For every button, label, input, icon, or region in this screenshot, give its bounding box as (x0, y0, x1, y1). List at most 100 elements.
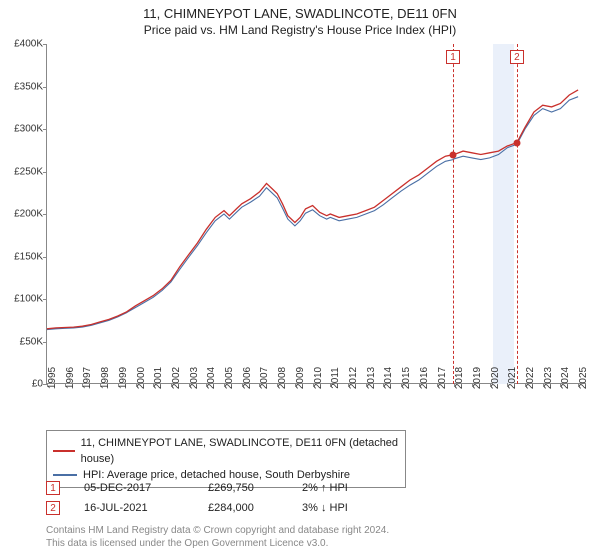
xtick-label: 2009 (295, 367, 306, 389)
xtick-label: 2004 (206, 367, 217, 389)
xtick-mark (525, 383, 526, 387)
marker-dot-2 (513, 139, 520, 146)
xtick-mark (136, 383, 137, 387)
ytick-mark (43, 129, 47, 130)
xtick-label: 2022 (525, 367, 536, 389)
ytick-mark (43, 44, 47, 45)
xtick-mark (82, 383, 83, 387)
xtick-mark (437, 383, 438, 387)
transaction-row-1: 1 05-DEC-2017 £269,750 2% ↑ HPI (46, 478, 382, 498)
xtick-label: 2016 (419, 367, 430, 389)
ytick-mark (43, 342, 47, 343)
xtick-label: 2015 (401, 367, 412, 389)
ytick-label: £350K (3, 81, 43, 92)
xtick-label: 2025 (578, 367, 589, 389)
xtick-mark (578, 383, 579, 387)
xtick-label: 2005 (224, 367, 235, 389)
xtick-label: 2001 (153, 367, 164, 389)
xtick-label: 2010 (313, 367, 324, 389)
xtick-label: 1995 (47, 367, 58, 389)
legend-swatch-subject (53, 450, 75, 452)
ytick-label: £50K (3, 336, 43, 347)
xtick-label: 2020 (490, 367, 501, 389)
marker-vline-1 (453, 44, 454, 384)
xtick-label: 2007 (259, 367, 270, 389)
xtick-mark (242, 383, 243, 387)
xtick-mark (189, 383, 190, 387)
xtick-label: 2018 (454, 367, 465, 389)
chart-title: 11, CHIMNEYPOT LANE, SWADLINCOTE, DE11 0… (0, 0, 600, 21)
transaction-diff-1: 2% ↑ HPI (302, 482, 382, 494)
ytick-label: £100K (3, 294, 43, 305)
xtick-mark (348, 383, 349, 387)
xtick-mark (224, 383, 225, 387)
transaction-marker-1: 1 (46, 481, 60, 495)
xtick-label: 2017 (437, 367, 448, 389)
xtick-mark (401, 383, 402, 387)
xtick-mark (419, 383, 420, 387)
xtick-label: 2024 (560, 367, 571, 389)
xtick-mark (153, 383, 154, 387)
xtick-label: 2008 (277, 367, 288, 389)
xtick-mark (330, 383, 331, 387)
xtick-mark (100, 383, 101, 387)
transaction-diff-2: 3% ↓ HPI (302, 502, 382, 514)
xtick-mark (47, 383, 48, 387)
legend-label-subject: 11, CHIMNEYPOT LANE, SWADLINCOTE, DE11 0… (81, 435, 399, 467)
xtick-label: 2011 (330, 367, 341, 389)
ytick-label: £400K (3, 39, 43, 50)
xtick-mark (366, 383, 367, 387)
xtick-label: 2003 (189, 367, 200, 389)
transactions-table: 1 05-DEC-2017 £269,750 2% ↑ HPI 2 16-JUL… (46, 478, 382, 518)
xtick-label: 2023 (543, 367, 554, 389)
marker-box-1: 1 (446, 50, 460, 64)
xtick-mark (118, 383, 119, 387)
xtick-mark (543, 383, 544, 387)
series-hpi (47, 97, 578, 330)
xtick-mark (65, 383, 66, 387)
transaction-date-1: 05-DEC-2017 (84, 482, 184, 494)
xtick-mark (277, 383, 278, 387)
xtick-mark (454, 383, 455, 387)
xtick-mark (507, 383, 508, 387)
xtick-mark (295, 383, 296, 387)
ytick-label: £300K (3, 124, 43, 135)
xtick-label: 2012 (348, 367, 359, 389)
chart-area: £0£50K£100K£150K£200K£250K£300K£350K£400… (46, 44, 586, 402)
xtick-mark (171, 383, 172, 387)
xtick-mark (259, 383, 260, 387)
transaction-marker-2: 2 (46, 501, 60, 515)
xtick-label: 2014 (383, 367, 394, 389)
xtick-mark (472, 383, 473, 387)
ytick-label: £150K (3, 251, 43, 262)
xtick-label: 2013 (366, 367, 377, 389)
xtick-label: 2019 (472, 367, 483, 389)
ytick-label: £0 (3, 379, 43, 390)
footer-line-1: Contains HM Land Registry data © Crown c… (46, 524, 389, 537)
xtick-label: 1996 (65, 367, 76, 389)
ytick-label: £250K (3, 166, 43, 177)
ytick-mark (43, 257, 47, 258)
marker-vline-2 (517, 44, 518, 384)
xtick-mark (313, 383, 314, 387)
footer-line-2: This data is licensed under the Open Gov… (46, 537, 389, 550)
ytick-mark (43, 214, 47, 215)
xtick-mark (560, 383, 561, 387)
xtick-label: 1998 (100, 367, 111, 389)
xtick-label: 2006 (242, 367, 253, 389)
xtick-label: 1997 (82, 367, 93, 389)
transaction-price-1: £269,750 (208, 482, 278, 494)
ytick-mark (43, 172, 47, 173)
chart-subtitle: Price paid vs. HM Land Registry's House … (0, 21, 600, 37)
line-series-svg (47, 44, 587, 384)
transaction-price-2: £284,000 (208, 502, 278, 514)
marker-dot-1 (449, 151, 456, 158)
xtick-mark (490, 383, 491, 387)
xtick-label: 2002 (171, 367, 182, 389)
legend-item-subject: 11, CHIMNEYPOT LANE, SWADLINCOTE, DE11 0… (53, 435, 399, 467)
xtick-mark (383, 383, 384, 387)
transaction-row-2: 2 16-JUL-2021 £284,000 3% ↓ HPI (46, 498, 382, 518)
ytick-mark (43, 87, 47, 88)
legend-swatch-hpi (53, 474, 77, 476)
xtick-label: 2000 (136, 367, 147, 389)
